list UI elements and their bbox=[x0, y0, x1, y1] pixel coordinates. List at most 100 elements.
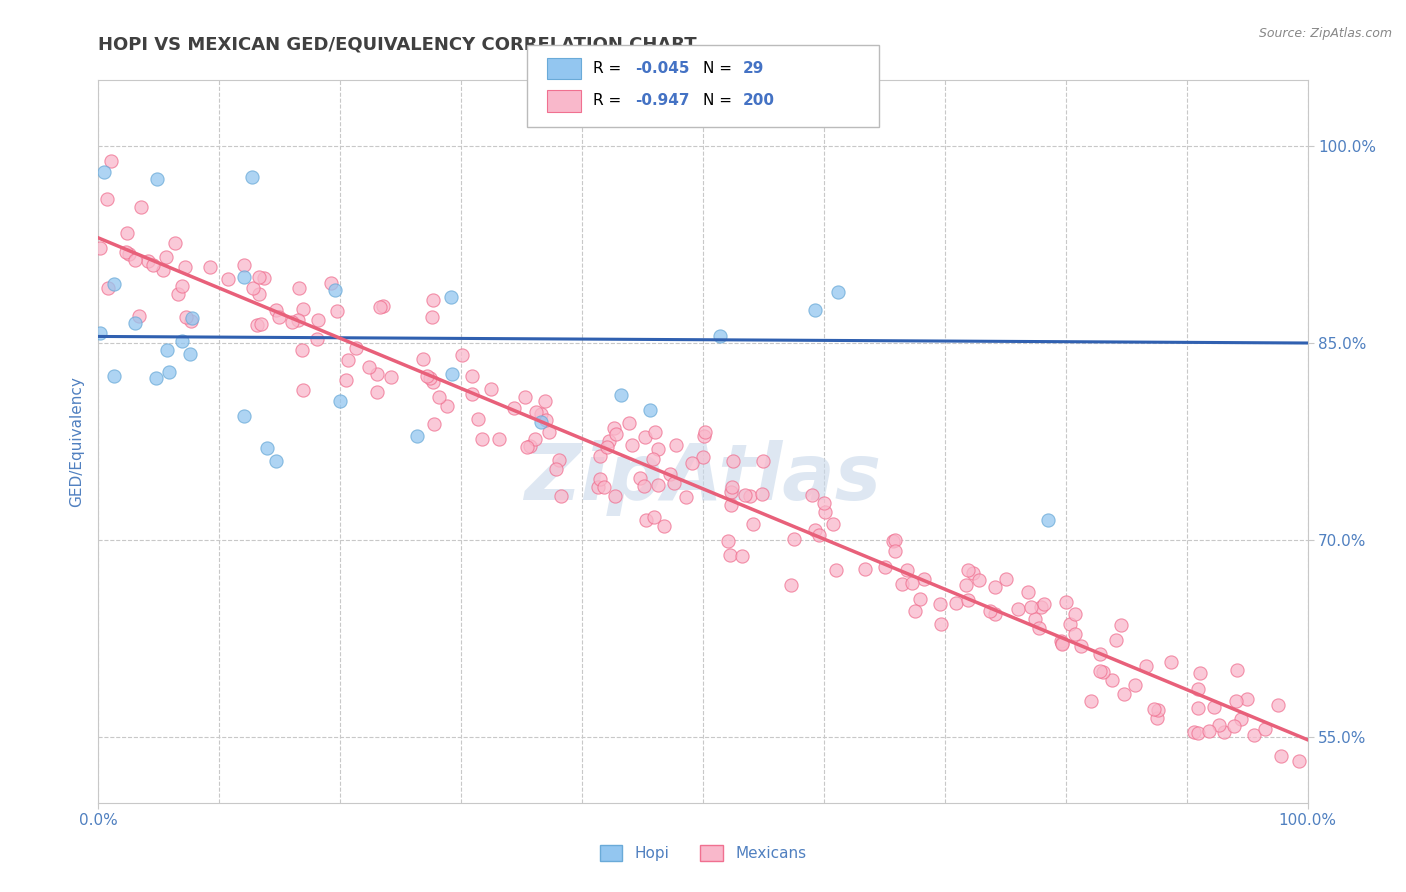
Point bbox=[256, 441, 278, 455]
Point bbox=[593, 480, 616, 494]
Point bbox=[621, 438, 644, 452]
Point bbox=[287, 313, 309, 327]
Point bbox=[1059, 617, 1081, 632]
Point bbox=[603, 489, 626, 503]
Point bbox=[1243, 727, 1265, 741]
Point bbox=[246, 318, 269, 332]
Point bbox=[548, 453, 571, 467]
Point bbox=[427, 390, 450, 404]
Point bbox=[1105, 633, 1128, 648]
Point bbox=[467, 412, 489, 426]
Point bbox=[117, 226, 139, 240]
Point bbox=[291, 343, 314, 357]
Point bbox=[1050, 637, 1073, 651]
Point bbox=[1114, 687, 1136, 701]
Point bbox=[103, 277, 125, 292]
Point bbox=[167, 287, 190, 301]
Point bbox=[233, 269, 256, 284]
Point bbox=[782, 532, 804, 546]
Point bbox=[530, 416, 553, 430]
Point bbox=[292, 383, 315, 397]
Point bbox=[174, 310, 197, 325]
Point bbox=[412, 351, 434, 366]
Point bbox=[638, 403, 661, 417]
Point bbox=[1091, 665, 1114, 680]
Text: Source: ZipAtlas.com: Source: ZipAtlas.com bbox=[1258, 27, 1392, 40]
Point bbox=[1187, 701, 1209, 715]
Point bbox=[368, 300, 391, 314]
Point bbox=[1202, 699, 1225, 714]
Point bbox=[734, 488, 756, 502]
Point bbox=[693, 428, 716, 442]
Point bbox=[644, 425, 666, 440]
Point bbox=[1146, 711, 1168, 725]
Point bbox=[173, 260, 195, 274]
Point bbox=[1054, 595, 1077, 609]
Point bbox=[929, 616, 952, 631]
Point bbox=[1050, 636, 1073, 650]
Point bbox=[1160, 655, 1182, 669]
Point bbox=[335, 373, 357, 387]
Point bbox=[1187, 726, 1209, 740]
Point bbox=[721, 454, 744, 468]
Text: -0.947: -0.947 bbox=[636, 94, 690, 108]
Point bbox=[1188, 665, 1211, 680]
Point bbox=[145, 371, 167, 385]
Point bbox=[617, 416, 640, 430]
Point bbox=[884, 544, 907, 558]
Point bbox=[217, 272, 239, 286]
Point bbox=[900, 576, 922, 591]
Point bbox=[658, 467, 681, 482]
Text: ZipAtlas: ZipAtlas bbox=[524, 440, 882, 516]
Point bbox=[93, 165, 115, 179]
Point bbox=[366, 384, 388, 399]
Text: -0.045: -0.045 bbox=[636, 62, 690, 76]
Point bbox=[1017, 585, 1039, 599]
Point bbox=[903, 603, 925, 617]
Point bbox=[336, 353, 359, 368]
Point bbox=[967, 573, 990, 587]
Point bbox=[366, 368, 388, 382]
Point bbox=[709, 328, 731, 343]
Point bbox=[827, 285, 849, 299]
Point bbox=[1064, 607, 1087, 621]
Point bbox=[461, 387, 484, 401]
Point bbox=[181, 310, 204, 325]
Point bbox=[1024, 611, 1046, 625]
Point bbox=[1101, 673, 1123, 687]
Point bbox=[141, 259, 163, 273]
Point bbox=[380, 370, 402, 384]
Point bbox=[603, 421, 626, 435]
Point bbox=[1142, 702, 1164, 716]
Point bbox=[1007, 601, 1029, 615]
Point bbox=[1187, 681, 1209, 696]
Point bbox=[882, 533, 904, 548]
Point bbox=[1088, 664, 1111, 678]
Point bbox=[720, 498, 742, 512]
Point bbox=[439, 289, 461, 303]
Point bbox=[605, 427, 627, 442]
Legend: Hopi, Mexicans: Hopi, Mexicans bbox=[593, 839, 813, 867]
Point bbox=[652, 519, 675, 533]
Point bbox=[247, 270, 270, 285]
Point bbox=[984, 607, 1007, 621]
Point bbox=[884, 533, 907, 548]
Y-axis label: GED/Equivalency: GED/Equivalency bbox=[69, 376, 84, 507]
Point bbox=[1070, 640, 1092, 654]
Point bbox=[537, 425, 560, 440]
Point bbox=[1033, 598, 1056, 612]
Point bbox=[450, 348, 472, 362]
Point bbox=[326, 304, 349, 318]
Point bbox=[1064, 627, 1087, 641]
Point bbox=[198, 260, 221, 274]
Point bbox=[824, 563, 846, 577]
Point bbox=[329, 394, 352, 409]
Point bbox=[371, 299, 394, 313]
Point bbox=[983, 580, 1005, 594]
Point bbox=[589, 449, 612, 463]
Point bbox=[955, 578, 977, 592]
Point bbox=[1123, 678, 1146, 692]
Point bbox=[908, 591, 931, 606]
Point bbox=[89, 326, 111, 341]
Point bbox=[323, 283, 346, 297]
